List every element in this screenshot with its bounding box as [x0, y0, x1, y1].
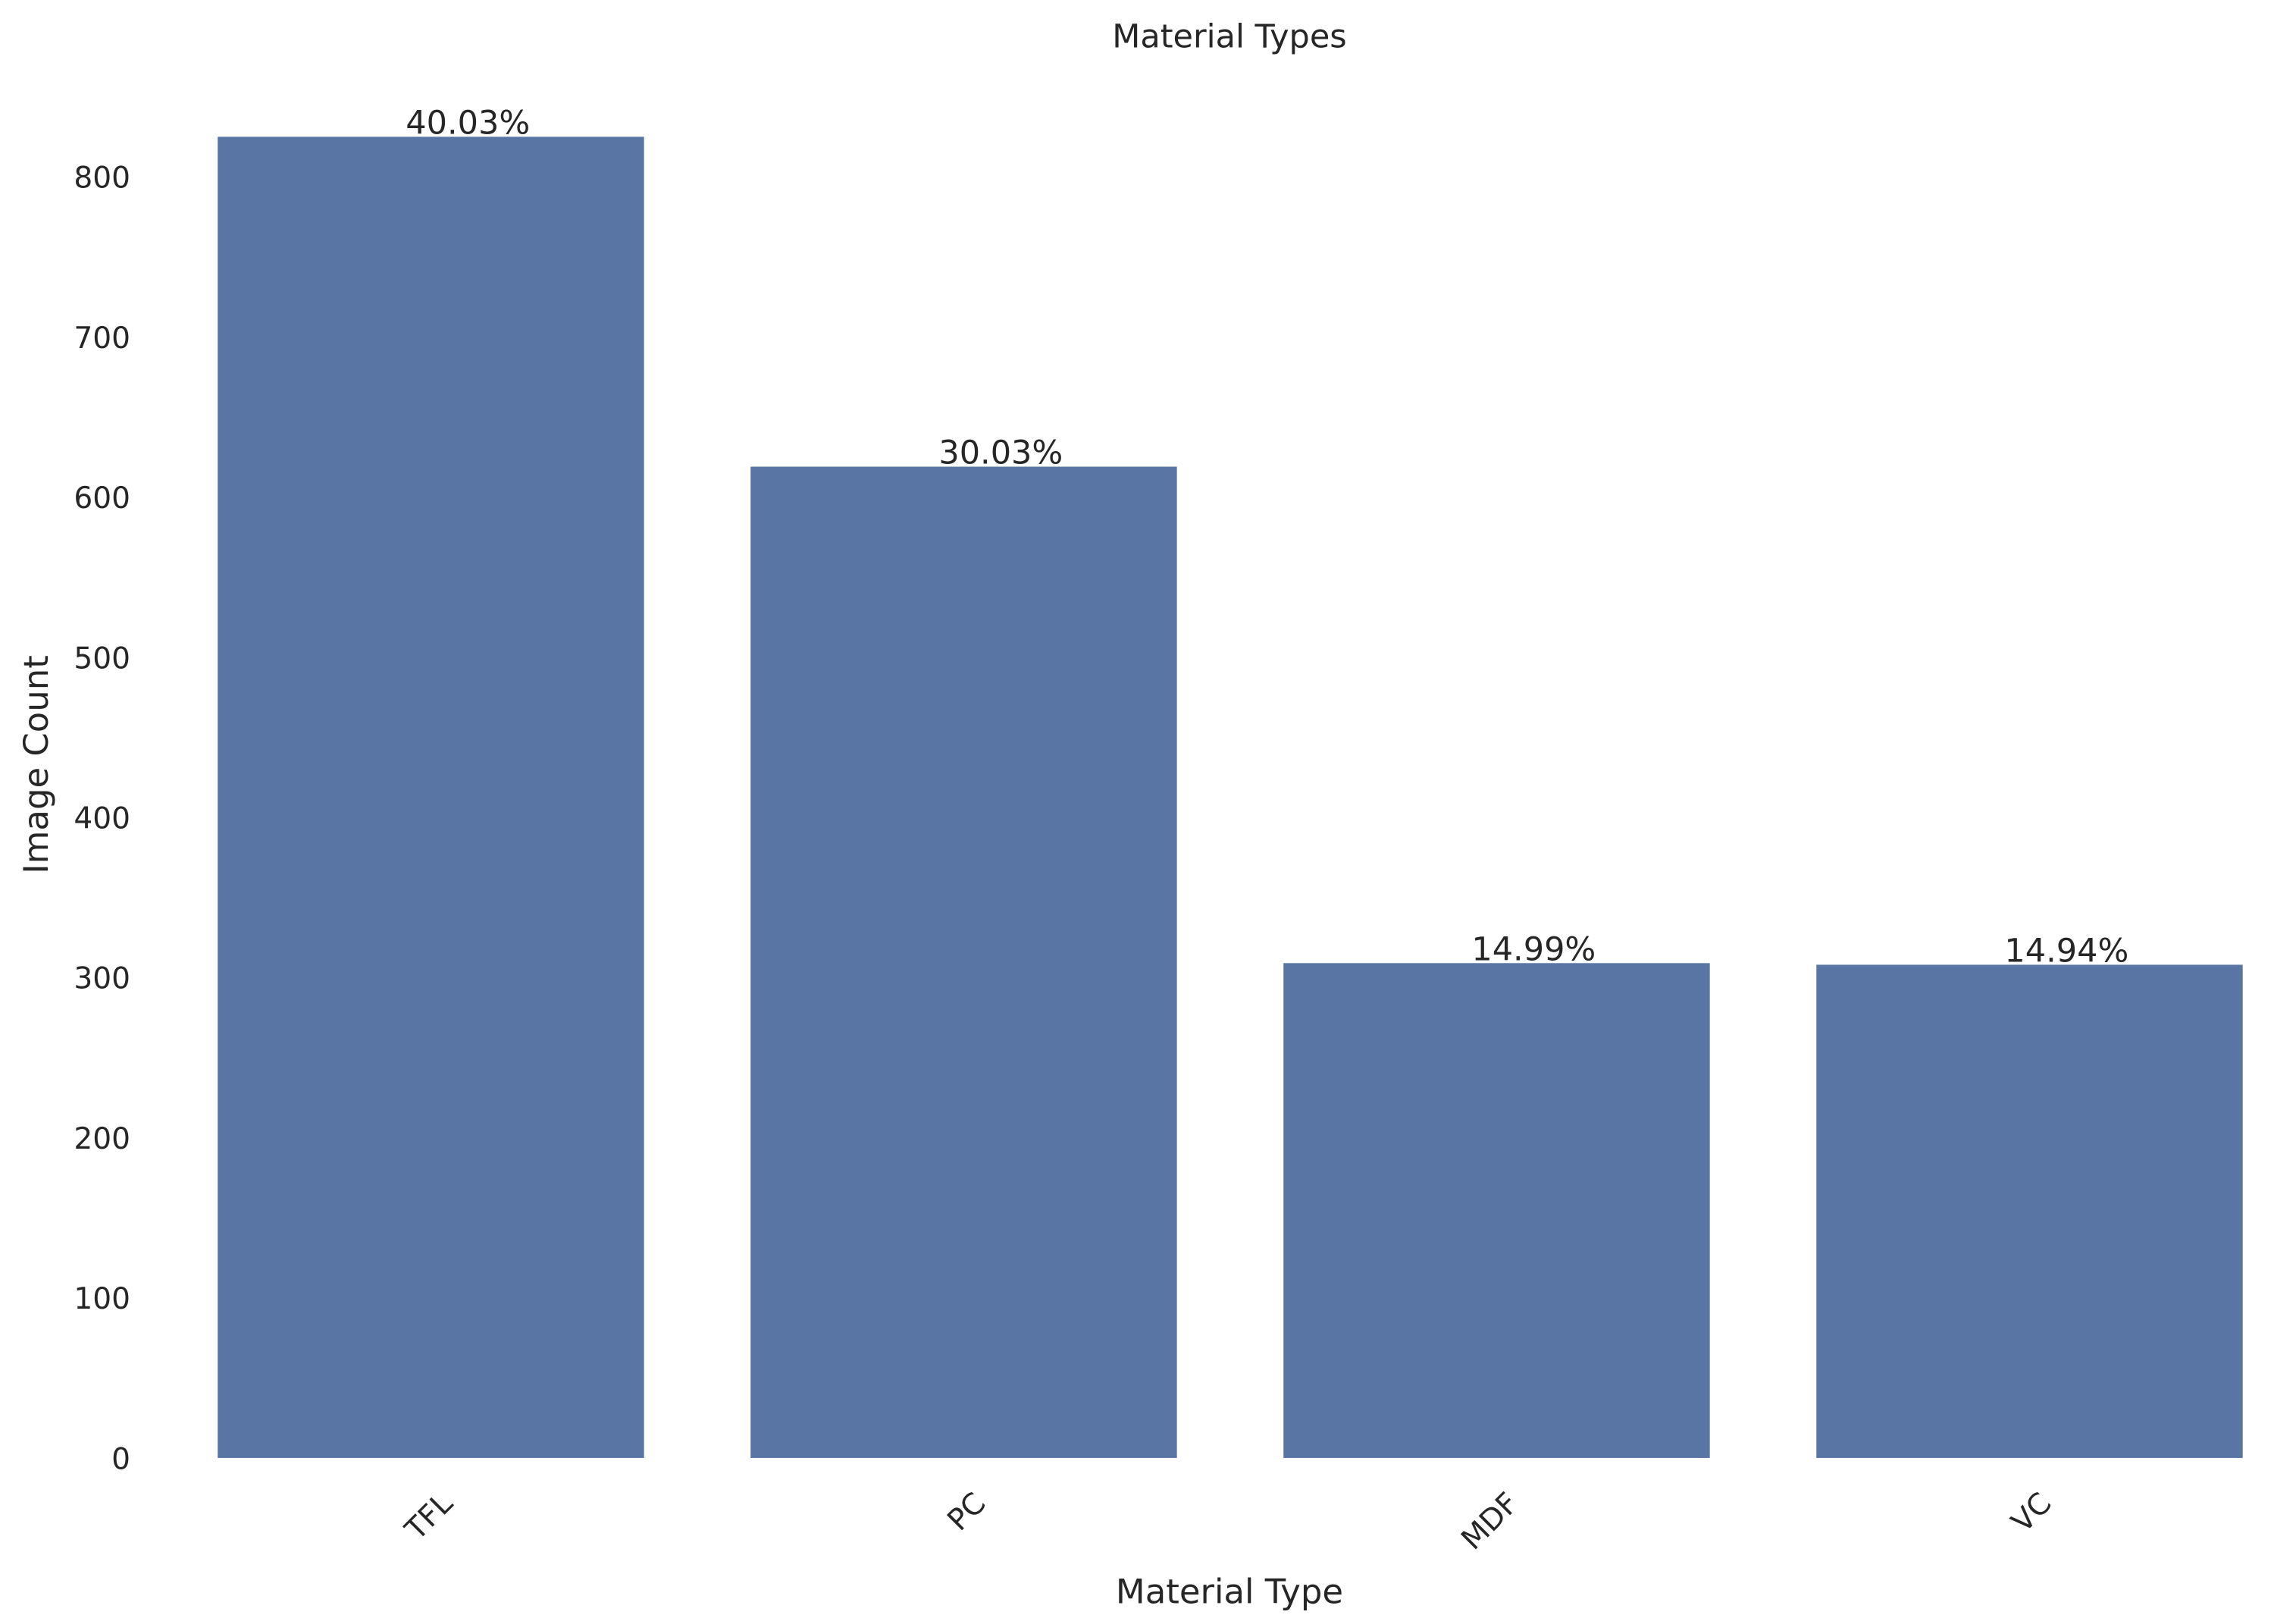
y-tick-label: 300	[74, 962, 130, 996]
x-axis-label: Material Type	[1116, 1572, 1343, 1612]
y-axis-label: Image Count	[16, 655, 56, 873]
value-annotation: 30.03%	[938, 434, 1063, 472]
y-tick-label: 800	[74, 161, 130, 196]
y-tick-label: 400	[74, 801, 130, 836]
value-annotation: 40.03%	[406, 105, 530, 143]
bar	[1816, 964, 2243, 1458]
bar	[750, 466, 1177, 1458]
value-annotation: 14.99%	[1471, 930, 1596, 968]
y-tick-label: 200	[74, 1122, 130, 1156]
chart-title: Material Types	[1112, 17, 1346, 55]
y-tick-label: 600	[74, 481, 130, 516]
y-tick-label: 700	[74, 321, 130, 356]
y-tick-label: 500	[74, 641, 130, 676]
bar	[218, 136, 644, 1458]
y-tick-label: 100	[74, 1282, 130, 1316]
bar	[1283, 963, 1710, 1458]
y-tick-label: 0	[111, 1442, 130, 1476]
value-annotation: 14.94%	[2004, 932, 2128, 970]
